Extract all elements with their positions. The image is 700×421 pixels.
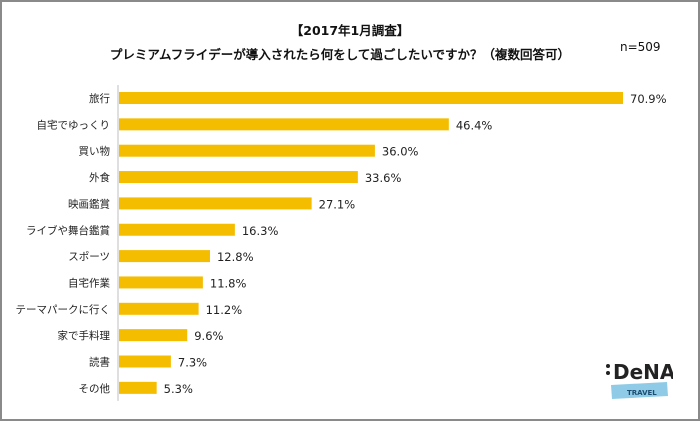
data-label: 11.8% [210,276,247,290]
chart-subtitle: プレミアムフライデーが導入されたら何をして過ごしたいですか？（複数回答可） [109,47,571,62]
category-label: テーマパークに行く [16,303,111,316]
bar [119,302,199,315]
category-label: 家で手料理 [58,329,111,342]
category-label: 映画鑑賞 [68,197,110,210]
data-label: 33.6% [365,171,402,185]
bar [119,329,188,342]
data-label: 11.2% [206,303,243,317]
data-label: 7.3% [178,356,207,370]
category-label: ライブや舞台鑑賞 [26,224,110,237]
svg-text:DeNA: DeNA [613,360,673,384]
category-label: 自宅でゆっくり [37,118,111,131]
bar [119,276,203,289]
data-label: 5.3% [164,382,193,396]
category-label: 自宅作業 [68,276,110,289]
data-label: 27.1% [319,197,356,211]
category-label: 旅行 [89,92,110,105]
category-label: 読書 [89,356,110,369]
bar [119,381,157,394]
chart-title: 【2017年1月調査】 [290,23,410,38]
data-label: 36.0% [382,145,419,159]
svg-text:TRAVEL: TRAVEL [627,389,657,397]
bar [119,92,623,104]
data-label: 9.6% [194,329,223,343]
category-label: 買い物 [79,145,111,158]
bar [119,223,235,236]
bar [119,197,312,210]
data-label: 70.9% [630,92,667,106]
sample-size: n=509 [620,40,661,54]
category-label: スポーツ [68,251,110,263]
data-label: 46.4% [456,118,493,132]
bar [119,171,358,184]
category-label: その他 [79,382,111,395]
bar [119,355,171,368]
bar [119,144,375,157]
dena-travel-logo: DeNA TRAVEL [603,352,673,402]
data-label: 16.3% [242,224,279,238]
category-label: 外食 [89,171,110,184]
bar [119,250,210,263]
data-label: 12.8% [217,250,254,264]
dena-logo-icon: DeNA TRAVEL [606,360,673,399]
bar [119,118,449,131]
